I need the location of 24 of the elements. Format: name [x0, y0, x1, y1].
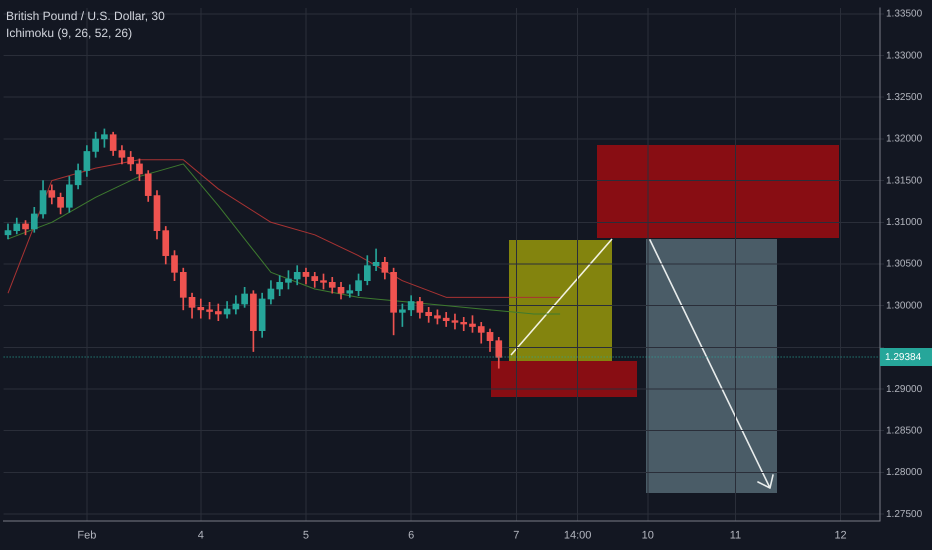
y-tick-label: 1.33000 — [886, 50, 923, 62]
y-tick-label: 1.32500 — [886, 92, 923, 103]
y-tick-label: 1.30000 — [886, 300, 923, 312]
y-tick-label: 1.29000 — [886, 384, 923, 395]
text: Ichimoku (9, 26, 52, 26) — [6, 25, 134, 42]
x-tick-label: 6 — [408, 529, 414, 542]
x-tick-label: 14:00 — [564, 529, 592, 542]
x-tick-label: 7 — [513, 529, 520, 542]
x-tick-label: 12 — [834, 529, 847, 542]
y-tick-label: 1.28500 — [886, 425, 923, 436]
x-tick-label: 10 — [642, 529, 654, 542]
x-tick-label: 5 — [302, 529, 310, 542]
y-tick-label: 1.27500 — [886, 508, 923, 520]
y-tick-label: 1.31000 — [886, 217, 923, 228]
x-tick-label: Feb — [77, 529, 96, 542]
ref-line-label: 1.29384 — [885, 352, 922, 363]
x-tick-label: 11 — [730, 529, 742, 542]
y-tick-label: 1.32000 — [886, 134, 923, 145]
chart-title: British Pound / U.S. Dollar, 30 — [6, 8, 165, 25]
y-tick-label: 1.33500 — [886, 8, 923, 20]
y-tick-label: 1.31500 — [886, 175, 923, 186]
y-tick-label: 1.28000 — [886, 467, 923, 478]
y-tick-label: 1.30500 — [886, 258, 923, 270]
x-tick-label: 4 — [198, 529, 204, 542]
